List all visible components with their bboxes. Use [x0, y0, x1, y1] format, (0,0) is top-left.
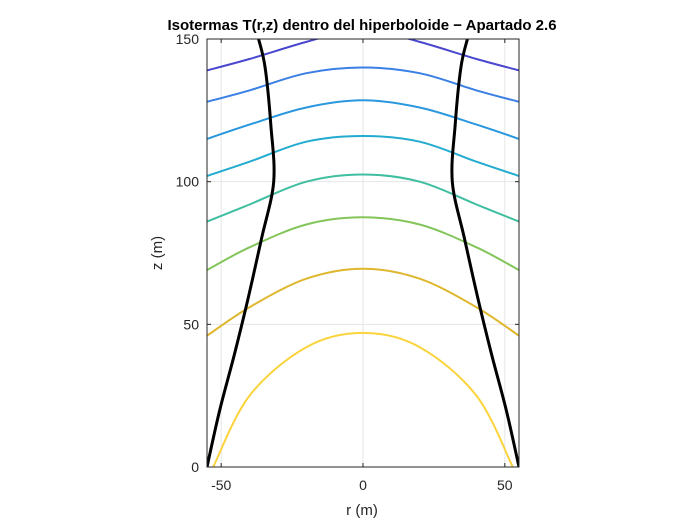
isotherm-line-3	[207, 173, 519, 223]
isotherm-line-2	[207, 216, 519, 271]
isotherm-line-5	[207, 99, 519, 140]
y-tick-label-2: 100	[176, 174, 200, 190]
y-tick-label-3: 150	[176, 31, 200, 47]
isotherm-curves	[207, 39, 519, 467]
isotherm-line-4	[207, 134, 519, 177]
hyperboloid-left	[207, 39, 276, 467]
y-tick-label-0: 0	[191, 459, 199, 475]
x-tick-label-1: 0	[359, 477, 367, 493]
x-axis-label: r (m)	[346, 502, 378, 519]
chart-title: Isotermas T(r,z) dentro del hiperboloide…	[167, 17, 556, 34]
axis-ticks: -50 0 50 0 50 100 150	[176, 31, 519, 493]
isotherm-line-7	[207, 39, 519, 72]
isotherm-line-1	[207, 267, 519, 337]
hyperboloid-right	[450, 39, 519, 467]
y-axis-label: z (m)	[149, 236, 166, 270]
isotherm-line-6	[207, 66, 519, 103]
hyperboloid-boundary	[207, 39, 519, 467]
x-tick-label-2: 50	[497, 477, 513, 493]
y-tick-label-1: 50	[183, 316, 199, 332]
isotherm-line-0	[212, 331, 514, 467]
x-tick-label-0: -50	[211, 477, 231, 493]
